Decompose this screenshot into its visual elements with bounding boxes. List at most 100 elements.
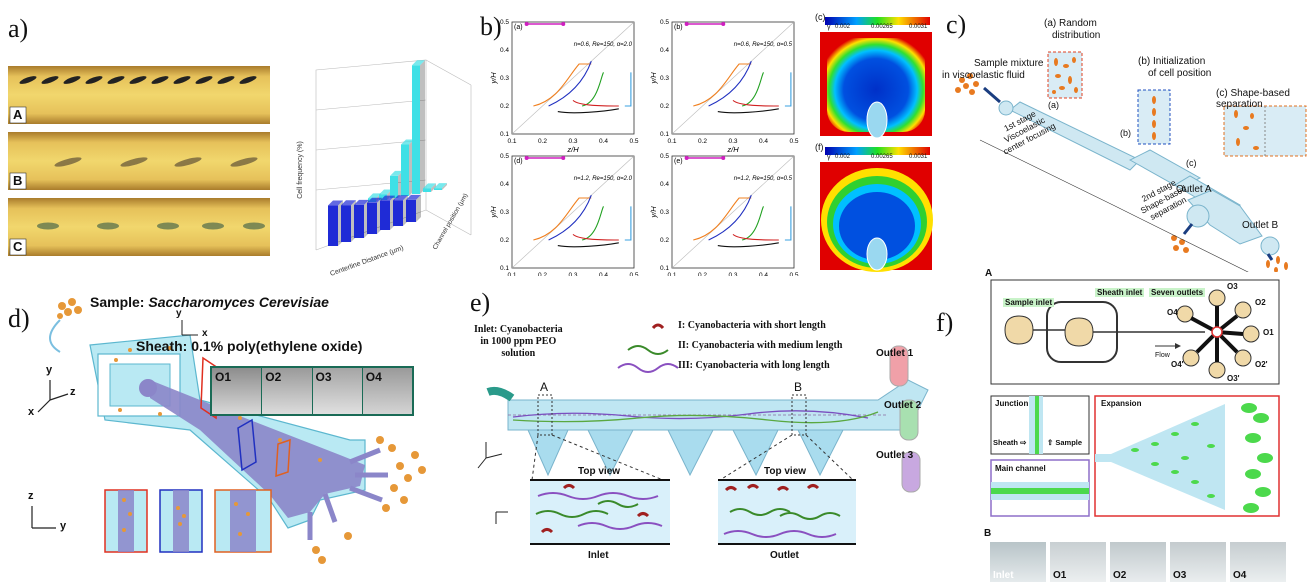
A-label: A <box>985 268 993 279</box>
top-view-inlet: Top view <box>578 466 621 477</box>
ytick: 0.2 <box>660 103 669 110</box>
micrograph-row: Inlet O1 O2 O3 O4 <box>990 542 1286 582</box>
trajectory-0 <box>533 197 592 241</box>
ytick: 0.3 <box>500 75 509 82</box>
inset-c-text: (c) Shape-based separation <box>1216 88 1290 110</box>
trajectory-4 <box>717 108 779 114</box>
legend-medium: II: Cyanobacteria with medium length <box>678 340 843 351</box>
panel-b-label: b) <box>480 12 502 41</box>
outlet-o2: O2 <box>1255 298 1266 307</box>
tile-inlet-label: Inlet <box>993 570 1014 581</box>
micrograph-o4: O4 <box>362 368 412 414</box>
ytick: 0.3 <box>500 209 509 216</box>
outlet-o3: O3 <box>1227 282 1238 291</box>
bar-front-0 <box>328 200 343 246</box>
axis-x: x <box>28 406 35 418</box>
axis-y-inset: y <box>176 308 182 319</box>
sheath-arrow-label: Sheath ⇨ <box>993 438 1027 447</box>
tile-o1-label: O1 <box>1053 570 1067 581</box>
ytick: 0.1 <box>660 265 669 272</box>
contour-f-tick-1: 0.00265 <box>871 154 893 160</box>
trajectory-5 <box>784 206 792 241</box>
inlet-line-2: in 1000 ppm PEO <box>480 336 557 347</box>
contour-f: (f) γ 0.002 0.00265 0.0031 <box>815 142 935 272</box>
section-a-label: A <box>540 380 549 394</box>
cells-in-chip <box>114 346 322 462</box>
ytick: 0.1 <box>660 131 669 138</box>
xtick: 0.5 <box>789 272 798 276</box>
outlet-o2p: O2' <box>1255 360 1268 369</box>
cells-strip-b <box>54 157 258 167</box>
sheath-inlet-label: Sheath inlet <box>1095 288 1145 297</box>
bar-back-4 <box>412 60 425 194</box>
xtick: 0.4 <box>759 272 768 276</box>
axis-y: y <box>46 364 53 376</box>
cross-sections <box>104 489 272 553</box>
inset-a-text-1: (a) Random <box>1044 18 1097 29</box>
sample-label: Sample: Saccharomyces Cerevisiae <box>90 294 329 310</box>
subplot-params: n=1.2, Re=150, α=2.0 <box>574 176 633 182</box>
junction-label: Junction <box>995 399 1029 408</box>
subplot-id: (a) <box>514 24 523 31</box>
main-channel-label: Main channel <box>995 464 1046 473</box>
xtick: 0.3 <box>728 272 737 276</box>
xtick: 0.2 <box>538 138 547 145</box>
trajectory-plots: 0.1 0.2 0.3 0.4 0.5 0.1 0.2 0.3 0.4 0.5 z/H y/H (a) n… <box>489 14 820 288</box>
trajectory-0 <box>693 63 752 107</box>
ylabel: y/H <box>649 206 658 219</box>
B-label: B <box>984 528 992 539</box>
ytick: 0.2 <box>500 237 509 244</box>
ylabel: y/H <box>490 206 498 219</box>
trajectory-4 <box>717 242 779 248</box>
subplot-id: (d) <box>514 158 523 165</box>
ytick: 0.2 <box>500 103 509 110</box>
cell-cluster-outlet-a <box>1171 235 1189 253</box>
sample-prefix: Sample: <box>90 294 149 310</box>
outlet-o3p: O3' <box>1227 374 1240 383</box>
bar-front-5 <box>393 195 408 226</box>
xtick: 0.2 <box>698 138 707 145</box>
micrograph-o1-label: O1 <box>215 370 232 384</box>
contour-f-tick-2: 0.0031 <box>909 154 928 160</box>
trajectory-3 <box>732 233 779 241</box>
micrograph-o1: O1 <box>212 368 263 414</box>
yeast-cells <box>312 436 426 564</box>
sample-inlet-label: Sample inlet <box>1003 298 1055 307</box>
trajectory-5 <box>784 72 792 107</box>
axis-z-2: z <box>28 490 34 502</box>
xtick: 0.4 <box>599 138 608 145</box>
ytick: 0.4 <box>500 47 509 54</box>
sheath-label: Sheath: 0.1% poly(ethylene oxide) <box>136 338 363 354</box>
yeast-chip: Sample: Saccharomyces Cerevisiae Sheath:… <box>20 290 460 580</box>
bar-front-4 <box>380 195 395 230</box>
purple-region <box>150 380 365 518</box>
cells-strip-c <box>37 222 265 230</box>
ytick: 0.5 <box>500 19 509 26</box>
seven-outlets-label: Seven outlets <box>1149 288 1206 297</box>
contour-c-tick-0: 0.002 <box>835 24 851 30</box>
trajectory-3 <box>732 99 779 107</box>
test-tubes <box>889 345 921 493</box>
xtick: 0.3 <box>568 272 577 276</box>
xtick: 0.1 <box>507 272 516 276</box>
xtick: 0.5 <box>789 138 798 145</box>
xlabel: z/H <box>566 145 579 154</box>
contour-c-id: (c) <box>815 12 826 22</box>
ylabel: y/H <box>490 72 498 85</box>
separation-chip: (a) Random distribution (b) Initializati… <box>940 10 1309 279</box>
trajectory-4 <box>557 242 619 248</box>
xtick: 0.1 <box>507 138 516 145</box>
sample-text-1: Sample mixture <box>974 58 1044 69</box>
sample-arrow-label: ⇧ Sample <box>1047 438 1083 447</box>
ytick: 0.5 <box>500 153 509 160</box>
sample-name: Saccharomyces Cerevisiae <box>148 294 329 310</box>
tile-o3: O3 <box>1170 542 1226 582</box>
trajectory-1 <box>708 195 752 241</box>
bar3d-ylabel: Channel position (μm) <box>432 192 470 251</box>
cell-cluster-sample <box>955 73 979 95</box>
outlet-o4p: O4' <box>1171 360 1184 369</box>
subplot-id: (e) <box>674 158 683 165</box>
outlet-micrographs: O1 O2 O3 O4 <box>210 366 414 416</box>
trajectory-5 <box>624 206 632 241</box>
xtick: 0.1 <box>667 138 676 145</box>
